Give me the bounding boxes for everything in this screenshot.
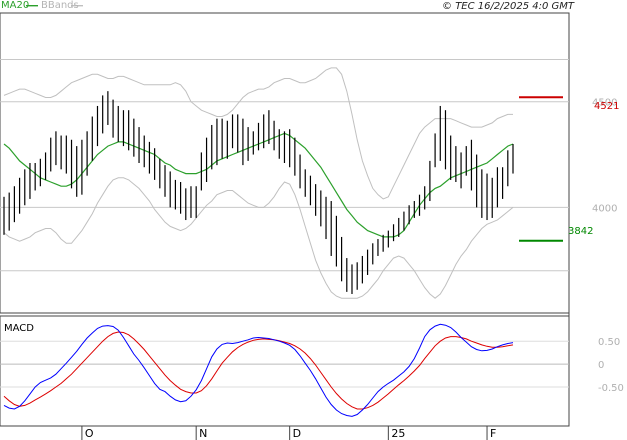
macd-panel-frame [0, 315, 570, 427]
legend-ma-swatch [26, 5, 38, 7]
macd-signal-line [3, 331, 514, 410]
grid-lines [0, 58, 569, 388]
macd-lines [3, 323, 514, 417]
price-bars [3, 91, 514, 294]
price-y-tick-label: 4500 [592, 98, 617, 109]
x-tick-label: F [490, 427, 496, 440]
legend-bb-label: BBands [41, 0, 79, 11]
support-level-label: 3842 [568, 226, 593, 237]
bband-upper-line [3, 67, 513, 200]
legend-ma-label: MA20 [1, 0, 29, 11]
macd-y-tick-label: 0 [598, 360, 604, 371]
bollinger-bands [3, 67, 514, 299]
x-tick-label: N [199, 427, 207, 440]
macd-panel-title: MACD [4, 323, 34, 334]
macd-y-tick-label: -0.50 [598, 383, 624, 394]
macd-main-line [3, 323, 514, 417]
copyright-timestamp: © TEC 16/2/2025 4:0 GMT [442, 1, 575, 12]
price-y-tick-label: 4000 [592, 203, 617, 214]
macd-y-tick-label: 0.50 [598, 337, 620, 348]
support-resistance-markers [519, 96, 563, 242]
legend-bb-swatch [71, 5, 83, 7]
x-tick-label: 25 [391, 427, 405, 440]
bband-lower-line [3, 177, 514, 299]
resistance-level-label: 4521 [594, 101, 619, 112]
x-tick-label: D [293, 427, 301, 440]
x-tick-label: O [85, 427, 94, 440]
axis-ticks: 4500 4000 0.50 0 -0.50 O N D 25 F [81, 98, 624, 440]
